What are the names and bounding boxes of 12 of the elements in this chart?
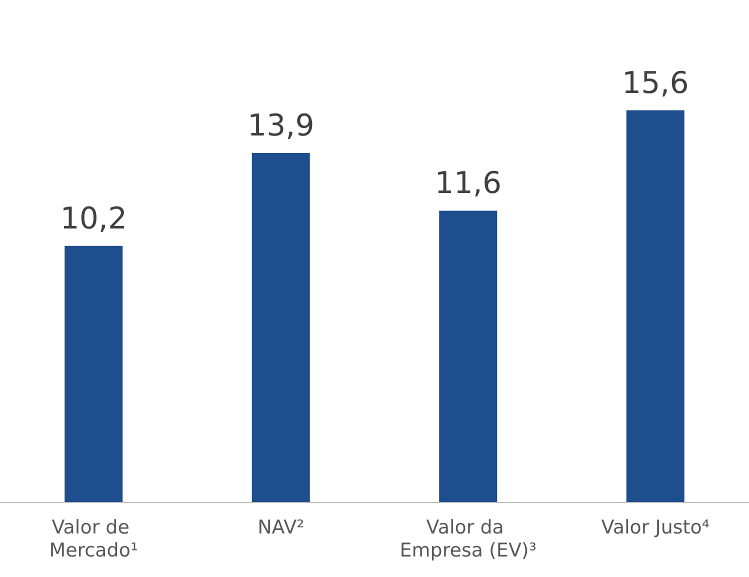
data-label: 11,6 xyxy=(434,166,502,202)
bar xyxy=(439,210,498,502)
bar xyxy=(252,152,310,502)
data-label: 10,2 xyxy=(60,201,128,236)
bar xyxy=(626,110,684,502)
x-tick-label: Valor Justo⁴ xyxy=(601,516,710,538)
data-label: 15,6 xyxy=(622,66,689,101)
x-tick-label: NAV² xyxy=(258,516,304,538)
data-label: 13,9 xyxy=(247,108,314,144)
x-tick-label: Valor da Empresa (EV)³ xyxy=(400,516,536,562)
x-tick-label: Valor de Mercado¹ xyxy=(49,516,138,562)
bar xyxy=(64,246,123,502)
